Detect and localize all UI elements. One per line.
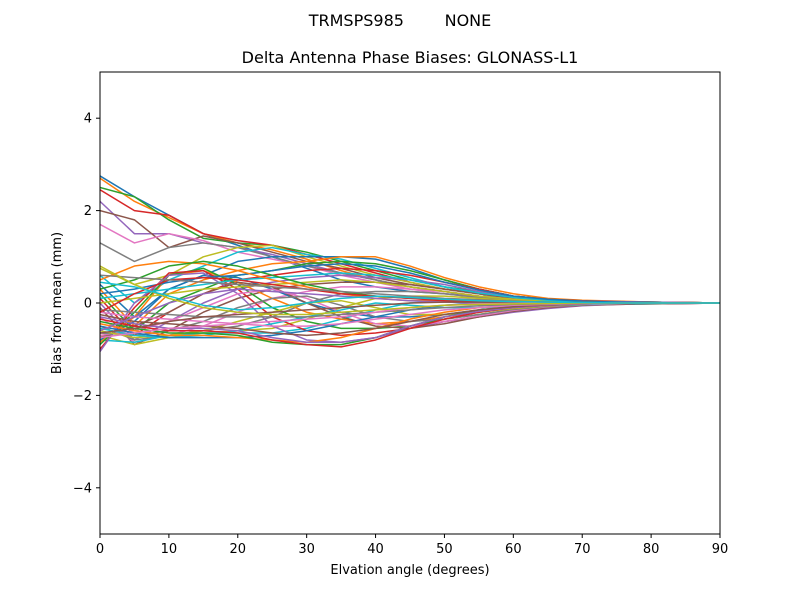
- y-tick-label: −2: [73, 389, 92, 404]
- x-tick-label: 90: [712, 542, 729, 557]
- x-tick-label: 70: [574, 542, 591, 557]
- y-axis-label: Bias from mean (mm): [50, 232, 65, 374]
- x-tick-label: 80: [643, 542, 660, 557]
- series-layer: [100, 175, 720, 352]
- x-tick-label: 60: [505, 542, 522, 557]
- y-tick-label: 2: [84, 204, 92, 219]
- y-axis: −4 −2 0 2 4: [73, 112, 100, 496]
- y-tick-label: 4: [84, 112, 92, 127]
- x-tick-label: 40: [367, 542, 384, 557]
- x-tick-label: 20: [230, 542, 247, 557]
- x-axis-label: Elvation angle (degrees): [330, 563, 489, 578]
- y-tick-label: −4: [73, 481, 92, 496]
- y-tick-label: 0: [84, 297, 92, 312]
- figure-suptitle: TRMSPS985 NONE: [308, 11, 492, 30]
- x-axis: 0 10 20 30 40 50 60 70 80 90: [96, 534, 728, 557]
- series-line-50: [100, 281, 720, 311]
- x-tick-label: 0: [96, 542, 104, 557]
- x-tick-label: 10: [161, 542, 178, 557]
- x-tick-label: 50: [436, 542, 453, 557]
- x-tick-label: 30: [298, 542, 315, 557]
- chart-title: Delta Antenna Phase Biases: GLONASS-L1: [242, 48, 579, 67]
